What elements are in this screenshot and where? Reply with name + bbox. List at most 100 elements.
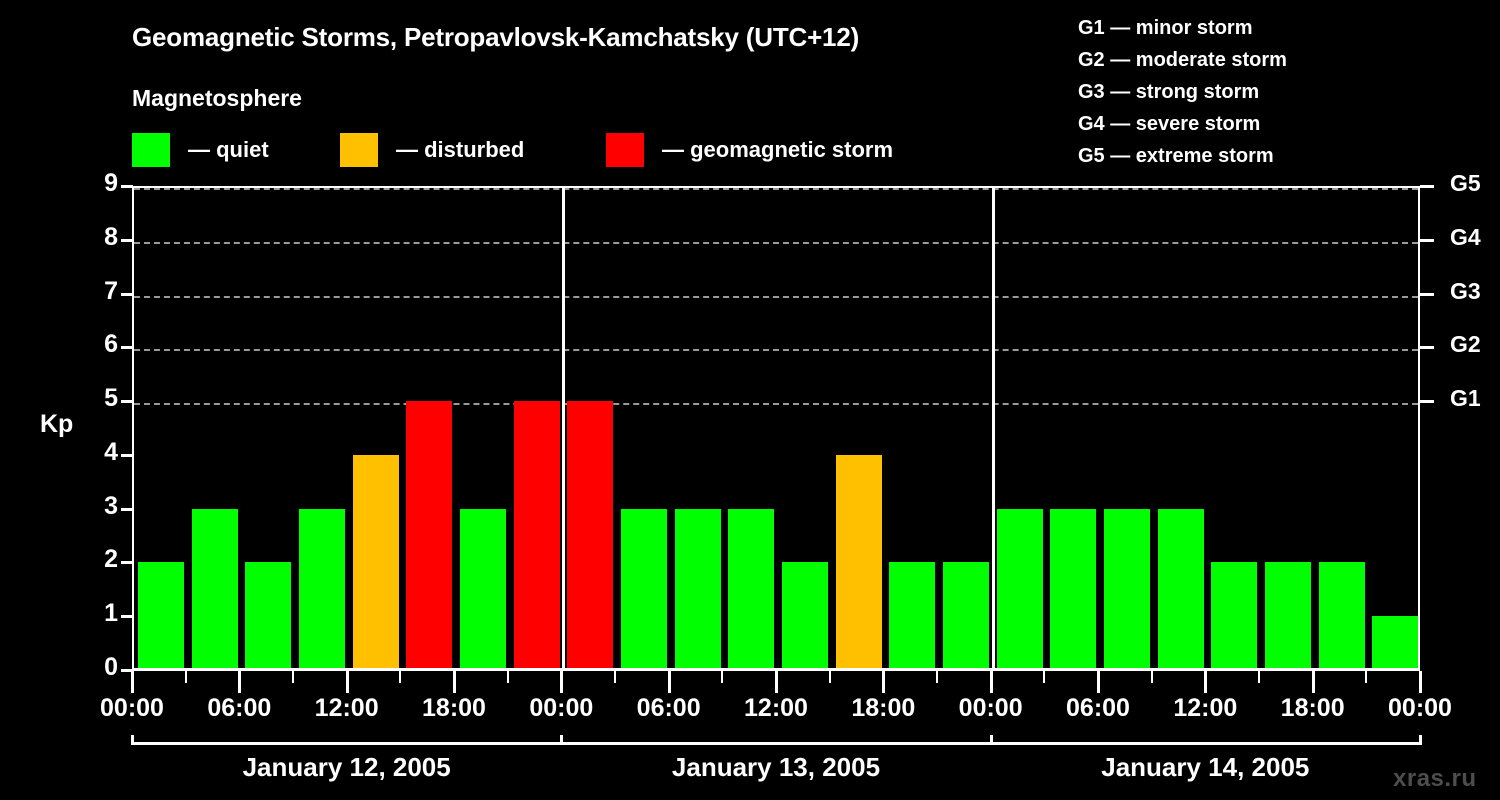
gridline-kp-7 bbox=[134, 295, 1418, 298]
bar bbox=[1265, 562, 1311, 670]
g-tick-label-G2: G2 bbox=[1450, 331, 1481, 358]
x-tick-major bbox=[345, 671, 349, 693]
y-tick-label-2: 2 bbox=[104, 545, 118, 574]
legend-label-quiet: — quiet bbox=[188, 137, 269, 162]
x-tick-label: 00:00 bbox=[1388, 694, 1452, 722]
x-tick-minor bbox=[1043, 671, 1046, 683]
x-tick-major bbox=[989, 671, 993, 693]
bar bbox=[567, 401, 613, 670]
bar bbox=[1211, 562, 1257, 670]
gridline-kp-8 bbox=[134, 241, 1418, 244]
y-tick-label-5: 5 bbox=[104, 384, 118, 413]
x-tick-label: 18:00 bbox=[851, 694, 916, 722]
g-tick-label-G1: G1 bbox=[1450, 385, 1481, 412]
bar bbox=[245, 562, 291, 670]
y-tick-mark-6 bbox=[121, 346, 133, 350]
bar bbox=[192, 508, 238, 670]
x-tick-minor bbox=[828, 671, 831, 683]
legend-item-quiet: — quiet bbox=[132, 133, 269, 167]
y-tick-mark-1 bbox=[121, 615, 133, 619]
day-band bbox=[561, 742, 991, 745]
day-label: January 13, 2005 bbox=[671, 752, 881, 782]
y-tick-mark-2 bbox=[121, 561, 133, 565]
y-tick-mark-9 bbox=[121, 185, 133, 188]
g-tick-mark-G3 bbox=[1420, 292, 1434, 296]
g-scale-row-3: G3 — strong storm bbox=[1078, 81, 1260, 103]
bar bbox=[1104, 508, 1150, 670]
bar bbox=[621, 508, 667, 670]
day-band bbox=[132, 742, 562, 745]
g-tick-mark-G2 bbox=[1420, 346, 1434, 350]
bar bbox=[1050, 508, 1096, 670]
x-tick-label: 12:00 bbox=[1173, 694, 1238, 722]
bar bbox=[782, 562, 828, 670]
x-tick-minor bbox=[292, 671, 294, 683]
g-tick-label-G3: G3 bbox=[1450, 277, 1481, 304]
bar bbox=[889, 562, 935, 670]
bar bbox=[997, 508, 1043, 670]
plot-area bbox=[132, 186, 1420, 670]
x-tick-major bbox=[1204, 671, 1208, 693]
g-scale-row-1: G1 — minor storm bbox=[1078, 17, 1253, 39]
x-tick-label: 06:00 bbox=[636, 694, 701, 722]
bar bbox=[836, 454, 882, 670]
x-axis-line bbox=[132, 668, 1420, 671]
y-tick-label-4: 4 bbox=[104, 437, 118, 466]
x-tick-minor bbox=[506, 671, 509, 683]
day-band-tick bbox=[131, 735, 134, 745]
x-tick-label: 06:00 bbox=[1066, 694, 1130, 722]
x-tick-minor bbox=[184, 671, 187, 683]
bar bbox=[1372, 616, 1418, 670]
bar bbox=[353, 454, 399, 670]
day-separator bbox=[991, 188, 995, 670]
bar bbox=[138, 562, 184, 670]
y-tick-label-6: 6 bbox=[104, 330, 118, 359]
page-title: Geomagnetic Storms, Petropavlovsk-Kamcha… bbox=[132, 22, 860, 52]
bar bbox=[728, 508, 774, 670]
y-tick-label-1: 1 bbox=[104, 599, 118, 628]
bar bbox=[460, 508, 506, 670]
x-tick-label: 06:00 bbox=[207, 694, 272, 722]
x-tick-major bbox=[775, 671, 778, 693]
x-tick-major bbox=[1097, 671, 1100, 693]
bar bbox=[675, 508, 721, 670]
day-label: January 12, 2005 bbox=[242, 752, 451, 782]
day-band-tick bbox=[989, 735, 993, 745]
y-tick-label-0: 0 bbox=[104, 653, 118, 681]
chart-subtitle: Magnetosphere bbox=[132, 85, 302, 111]
x-tick-minor bbox=[614, 671, 616, 683]
gridline-kp-9 bbox=[134, 188, 1418, 190]
g-tick-label-G5: G5 bbox=[1450, 170, 1481, 196]
legend-item-geomagnetic-storm: — geomagnetic storm bbox=[606, 133, 893, 167]
legend-swatch-geomagnetic-storm bbox=[606, 133, 644, 167]
g-tick-label-G4: G4 bbox=[1450, 223, 1481, 250]
day-band bbox=[990, 742, 1420, 745]
g-tick-mark-G4 bbox=[1420, 238, 1434, 242]
gridline-kp-6 bbox=[134, 349, 1418, 352]
legend-label-geomagnetic-storm: — geomagnetic storm bbox=[662, 137, 894, 162]
legend-label-disturbed: — disturbed bbox=[396, 137, 525, 162]
legend-swatch-disturbed bbox=[340, 133, 378, 167]
g-scale-row-4: G4 — severe storm bbox=[1078, 113, 1261, 135]
x-tick-minor bbox=[399, 671, 402, 683]
x-tick-major bbox=[1311, 671, 1315, 693]
x-tick-minor bbox=[1258, 671, 1260, 683]
g-scale-legend: G1 — minor storm G2 — moderate storm G3 — … bbox=[1078, 12, 1287, 172]
bar bbox=[943, 562, 989, 670]
watermark: xras.ru bbox=[1393, 765, 1477, 792]
day-separator bbox=[562, 188, 566, 670]
x-tick-minor bbox=[936, 671, 938, 683]
y-axis-title: Kp bbox=[40, 410, 74, 438]
y-tick-mark-5 bbox=[121, 400, 133, 404]
x-tick-label: 12:00 bbox=[314, 694, 379, 722]
x-tick-minor bbox=[1365, 671, 1368, 683]
y-tick-mark-0 bbox=[121, 669, 133, 672]
y-tick-mark-4 bbox=[121, 453, 133, 457]
x-tick-minor bbox=[1150, 671, 1153, 683]
day-label: January 14, 2005 bbox=[1101, 752, 1310, 782]
day-band-tick bbox=[1419, 735, 1422, 745]
x-tick-label: 18:00 bbox=[1280, 694, 1345, 722]
x-tick-label: 18:00 bbox=[422, 694, 486, 722]
bar bbox=[1158, 508, 1204, 670]
